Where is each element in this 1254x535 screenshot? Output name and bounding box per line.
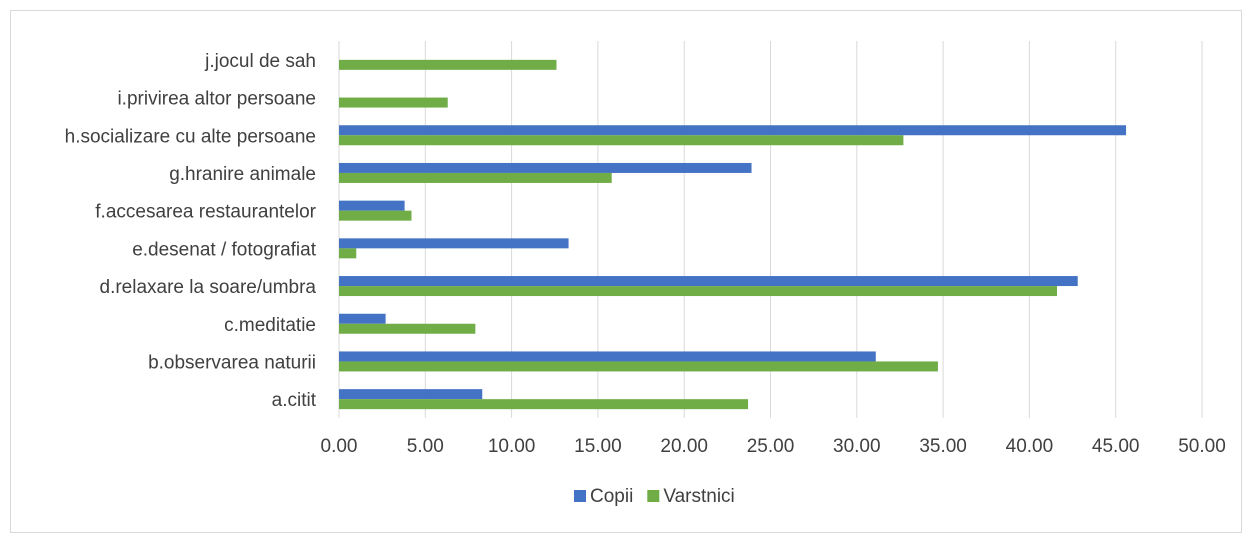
x-tick-label: 5.00 xyxy=(407,436,444,457)
bar-varstnici xyxy=(339,210,412,221)
category-label: b.observarea naturii xyxy=(148,352,316,373)
bar-copii xyxy=(339,389,483,400)
x-tick-label: 45.00 xyxy=(1092,436,1140,457)
x-tick-label: 25.00 xyxy=(747,436,795,457)
category-label: f.accesarea restaurantelor xyxy=(95,202,316,223)
legend-swatch-varstnici xyxy=(647,490,660,502)
bar-varstnici xyxy=(339,286,1058,297)
bar-varstnici xyxy=(339,399,749,410)
bar-copii xyxy=(339,276,1078,287)
bar-varstnici xyxy=(339,323,476,334)
bar-varstnici xyxy=(339,361,938,372)
x-tick-label: 20.00 xyxy=(660,436,708,457)
x-tick-label: 0.00 xyxy=(321,436,358,457)
x-tick-label: 30.00 xyxy=(833,436,881,457)
chart-frame xyxy=(10,10,1242,533)
category-label: c.meditatie xyxy=(224,315,316,336)
category-label: h.socializare cu alte persoane xyxy=(65,126,316,147)
x-tick-label: 40.00 xyxy=(1006,436,1054,457)
bars xyxy=(339,59,1127,410)
bar-varstnici xyxy=(339,135,904,146)
category-label: j.jocul de sah xyxy=(204,51,316,72)
legend-swatch-copii xyxy=(574,490,586,502)
category-label: e.desenat / fotografiat xyxy=(132,239,317,260)
x-axis-tick-labels: 0.00 5.00 10.00 15.00 20.00 25.00 30.00 35.00 40… xyxy=(321,436,1226,457)
bar-copii xyxy=(339,125,1127,136)
bar-varstnici xyxy=(339,59,557,70)
bar-copii xyxy=(339,351,876,362)
x-tick-label: 15.00 xyxy=(574,436,622,457)
x-tick-label: 35.00 xyxy=(919,436,967,457)
x-tick-label: 10.00 xyxy=(488,436,536,457)
legend: Copii Varstnici xyxy=(574,486,735,507)
category-label: d.relaxare la soare/umbra xyxy=(100,277,317,298)
bar-copii xyxy=(339,238,569,249)
category-label: i.privirea altor persoane xyxy=(117,89,316,110)
bar-varstnici xyxy=(339,172,612,183)
bar-copii xyxy=(339,162,752,173)
category-label: a.citit xyxy=(272,390,317,411)
bar-varstnici xyxy=(339,248,357,259)
bar-varstnici xyxy=(339,97,448,108)
x-tick-label: 50.00 xyxy=(1178,436,1226,457)
legend-label-varstnici: Varstnici xyxy=(663,486,734,507)
bar-copii xyxy=(339,200,405,211)
category-label: g.hranire animale xyxy=(169,164,316,185)
bar-copii xyxy=(339,313,386,324)
category-labels: a.citit b.observarea naturii c.meditatie d.… xyxy=(65,51,317,411)
legend-label-copii: Copii xyxy=(590,486,633,507)
